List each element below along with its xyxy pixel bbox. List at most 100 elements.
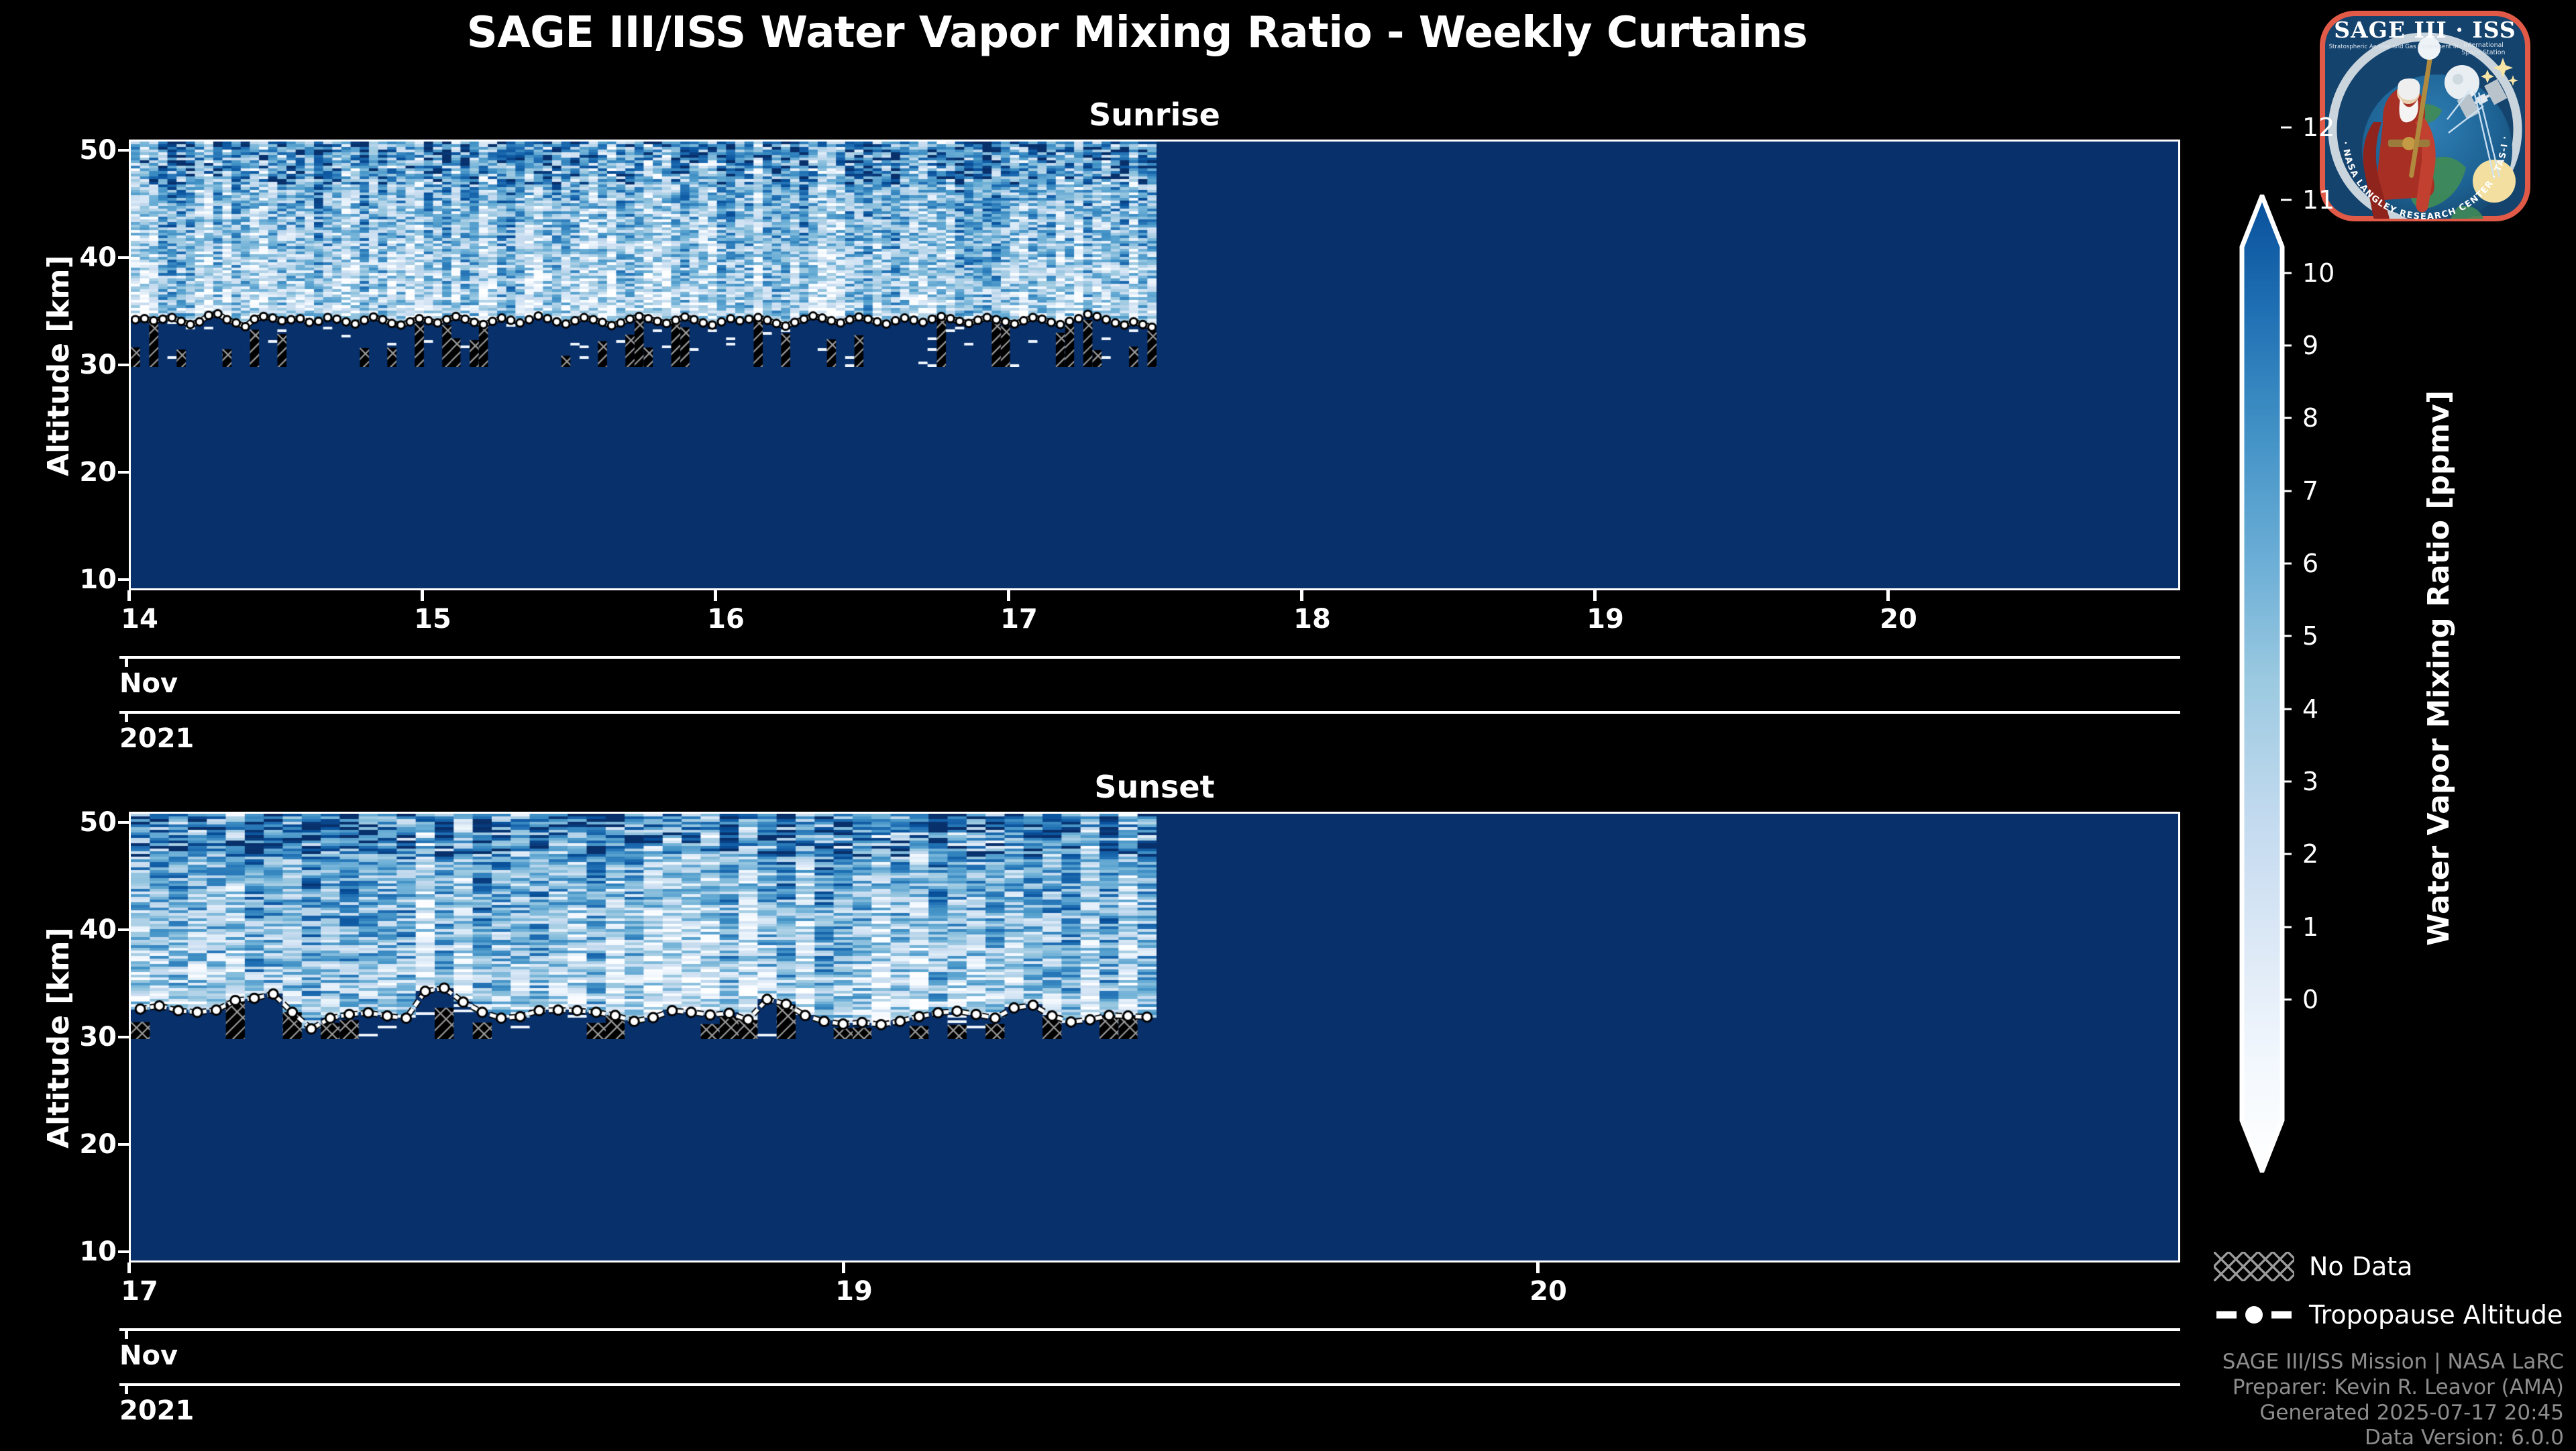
xaxis-year-label-sunset: 2021 [119, 1395, 195, 1426]
colorbar-tick-2: 2 [2302, 839, 2319, 869]
colorbar-tickmark-1 [2281, 926, 2292, 928]
legend-label-tropopause: Tropopause Altitude [2309, 1300, 2563, 1330]
xtick-sunset-20: 20 [1529, 1276, 1567, 1307]
colorbar-tickmark-12 [2281, 126, 2292, 129]
ytick-mark-sunset-20 [118, 1143, 129, 1146]
legend-item-tropopause[interactable]: Tropopause Altitude [2214, 1296, 2563, 1334]
xtick-mark-sunset-2 [1536, 1262, 1540, 1273]
xaxis-month-rule-sunset [119, 1328, 2180, 1331]
colorbar-tick-12: 12 [2302, 113, 2335, 142]
xtick-sunrise-15: 15 [414, 604, 451, 635]
colorbar-tick-5: 5 [2302, 621, 2319, 651]
xtick-sunrise-16: 16 [707, 604, 745, 635]
colorbar-tickmark-2 [2281, 853, 2292, 855]
colorbar[interactable] [2239, 195, 2285, 1173]
footer-line-preparer: Preparer: Kevin R. Leavor (AMA) [2232, 1375, 2564, 1399]
colorbar-tickmark-7 [2281, 490, 2292, 492]
svg-text:International: International [2463, 42, 2504, 49]
footer-line-generated: Generated 2025-07-17 20:45 [2259, 1400, 2564, 1425]
ytick-sunset-50: 50 [79, 807, 117, 838]
xtick-sunset-19: 19 [835, 1276, 873, 1307]
colorbar-tickmark-0 [2281, 998, 2292, 1001]
xtick-mark-month-sunset [125, 1328, 128, 1339]
colorbar-tick-0: 0 [2302, 985, 2319, 1014]
ytick-sunset-40: 40 [79, 914, 117, 945]
footer-line-data-version: Data Version: 6.0.0 [2364, 1426, 2564, 1450]
ytick-sunrise-10: 10 [79, 564, 117, 595]
xtick-mark-year-sunset [125, 1383, 128, 1394]
colorbar-tick-9: 9 [2302, 331, 2319, 360]
colorbar-tickmark-6 [2281, 562, 2292, 565]
ytick-mark-sunrise-20 [118, 471, 129, 474]
colorbar-tick-3: 3 [2302, 767, 2319, 796]
legend-item-no-data[interactable]: No Data [2214, 1248, 2563, 1285]
xtick-mark-sunset-0 [127, 1262, 131, 1273]
xtick-mark-month-sunrise [125, 656, 128, 667]
tropopause-line-marker-icon [2214, 1300, 2294, 1330]
ytick-mark-sunrise-50 [118, 149, 129, 152]
xtick-mark-sunrise-1 [421, 590, 424, 601]
colorbar-tickmark-11 [2281, 199, 2292, 201]
xaxis-month-rule-sunrise [119, 656, 2180, 659]
page-title: SAGE III/ISS Water Vapor Mixing Ratio - … [466, 8, 1808, 58]
footer-metadata: SAGE III/ISS Mission | NASA LaRC Prepare… [2222, 1350, 2564, 1451]
panel-title-sunrise: Sunrise [1089, 97, 1220, 133]
xtick-mark-sunrise-3 [1007, 590, 1010, 601]
colorbar-tickmark-10 [2281, 272, 2292, 274]
no-data-hatch-icon [2214, 1252, 2294, 1281]
colorbar-tickmark-3 [2281, 780, 2292, 783]
colorbar-tick-8: 8 [2302, 403, 2319, 433]
colorbar-tick-11: 11 [2302, 185, 2335, 215]
ytick-mark-sunrise-10 [118, 578, 129, 581]
xaxis-year-rule-sunset [119, 1383, 2180, 1386]
legend-label-no-data: No Data [2309, 1252, 2413, 1281]
xtick-sunrise-18: 18 [1293, 604, 1331, 635]
xaxis-year-label-sunrise: 2021 [119, 723, 195, 754]
ytick-mark-sunset-40 [118, 928, 129, 931]
xtick-mark-year-sunrise [125, 711, 128, 722]
svg-text:Space Station: Space Station [2462, 49, 2506, 56]
heatmap-sunset[interactable] [129, 812, 2180, 1262]
ytick-mark-sunset-50 [118, 821, 129, 824]
panel-sunrise: Sunrise [129, 97, 2180, 590]
ytick-sunset-20: 20 [79, 1129, 117, 1160]
xtick-sunrise-19: 19 [1587, 604, 1624, 635]
xtick-mark-sunrise-2 [714, 590, 717, 601]
ytick-mark-sunset-30 [118, 1036, 129, 1038]
sage-iii-iss-mission-patch: SAGE III · ISS Stratospheric Aerosol and… [2310, 0, 2536, 227]
ytick-mark-sunrise-40 [118, 256, 129, 259]
heatmap-canvas-sunset [131, 814, 1157, 1039]
xtick-mark-sunrise-5 [1593, 590, 1597, 601]
ytick-sunrise-50: 50 [79, 135, 117, 166]
colorbar-label: Water Vapor Mixing Ratio [ppmv] [2422, 390, 2456, 946]
ytick-sunrise-30: 30 [79, 350, 117, 380]
xtick-sunrise-14: 14 [121, 604, 158, 635]
xtick-sunset-17: 17 [121, 1276, 158, 1307]
colorbar-tickmark-8 [2281, 417, 2292, 419]
xtick-mark-sunrise-6 [1886, 590, 1890, 601]
xtick-mark-sunrise-0 [127, 590, 131, 601]
colorbar-tick-4: 4 [2302, 694, 2319, 724]
legend: No Data Tropopause Altitude [2214, 1248, 2563, 1344]
xtick-mark-sunrise-4 [1300, 590, 1303, 601]
ytick-sunrise-20: 20 [79, 457, 117, 488]
colorbar-tickmark-4 [2281, 708, 2292, 710]
ytick-sunrise-40: 40 [79, 242, 117, 273]
colorbar-tick-10: 10 [2302, 258, 2335, 288]
colorbar-tickmark-5 [2281, 635, 2292, 637]
ytick-mark-sunset-10 [118, 1250, 129, 1253]
heatmap-canvas-sunrise [131, 142, 1157, 367]
heatmap-sunrise[interactable] [129, 140, 2180, 590]
xtick-sunrise-17: 17 [1000, 604, 1038, 635]
colorbar-tick-1: 1 [2302, 912, 2319, 942]
xaxis-year-rule-sunrise [119, 711, 2180, 714]
ytick-mark-sunrise-30 [118, 364, 129, 366]
footer-line-mission: SAGE III/ISS Mission | NASA LaRC [2222, 1350, 2564, 1374]
xaxis-month-label-sunrise: Nov [119, 668, 178, 699]
xtick-sunrise-20: 20 [1880, 604, 1917, 635]
panel-title-sunset: Sunset [1094, 769, 1215, 805]
ytick-sunset-30: 30 [79, 1022, 117, 1053]
svg-text:SAGE III · ISS: SAGE III · ISS [2334, 17, 2516, 43]
xtick-mark-sunset-1 [842, 1262, 845, 1273]
